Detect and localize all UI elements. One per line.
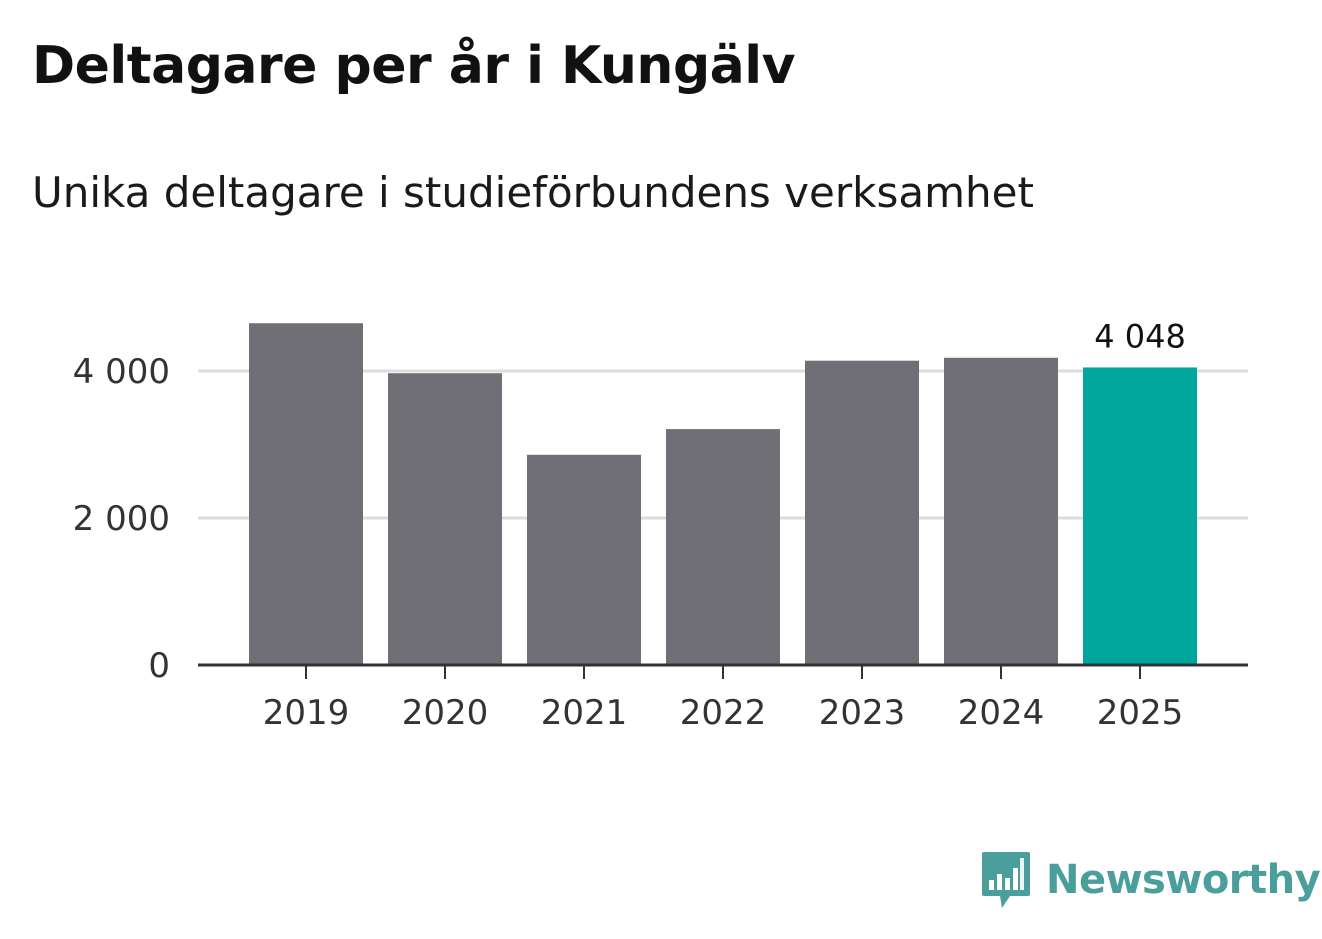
- y-tick-label: 2 000: [73, 499, 170, 539]
- bar-2021: [527, 454, 641, 665]
- x-axis: [198, 663, 1248, 679]
- newsworthy-logo-icon: [982, 852, 1030, 908]
- x-tick-label: 2023: [819, 693, 906, 733]
- brand-logo: Newsworthy: [980, 848, 1321, 912]
- x-tick-label: 2024: [958, 693, 1045, 733]
- bar-2022: [666, 429, 780, 665]
- chart-title: Deltagare per år i Kungälv: [32, 36, 796, 96]
- bar-2023: [805, 360, 919, 665]
- x-tick-label: 2021: [541, 693, 628, 733]
- labels: 0 2 000 4 000 2019 2020 2021 2022 2023 2024 2025 4…: [73, 317, 1186, 733]
- y-tick-label: 4 000: [73, 352, 170, 392]
- x-tick-label: 2025: [1097, 693, 1184, 733]
- bar-2025: [1083, 367, 1197, 665]
- chart-subtitle: Unika deltagare i studieförbundens verks…: [32, 168, 1034, 217]
- bar-2020: [388, 373, 502, 665]
- x-tick-label: 2020: [402, 693, 489, 733]
- x-tick-label: 2019: [263, 693, 350, 733]
- data-label-2025: 4 048: [1094, 317, 1186, 355]
- bars: [249, 323, 1197, 665]
- bar-2024: [944, 357, 1058, 665]
- bar-2019: [249, 323, 363, 665]
- brand-name: Newsworthy: [1046, 857, 1321, 903]
- x-tick-label: 2022: [680, 693, 767, 733]
- y-tick-label: 0: [148, 646, 170, 686]
